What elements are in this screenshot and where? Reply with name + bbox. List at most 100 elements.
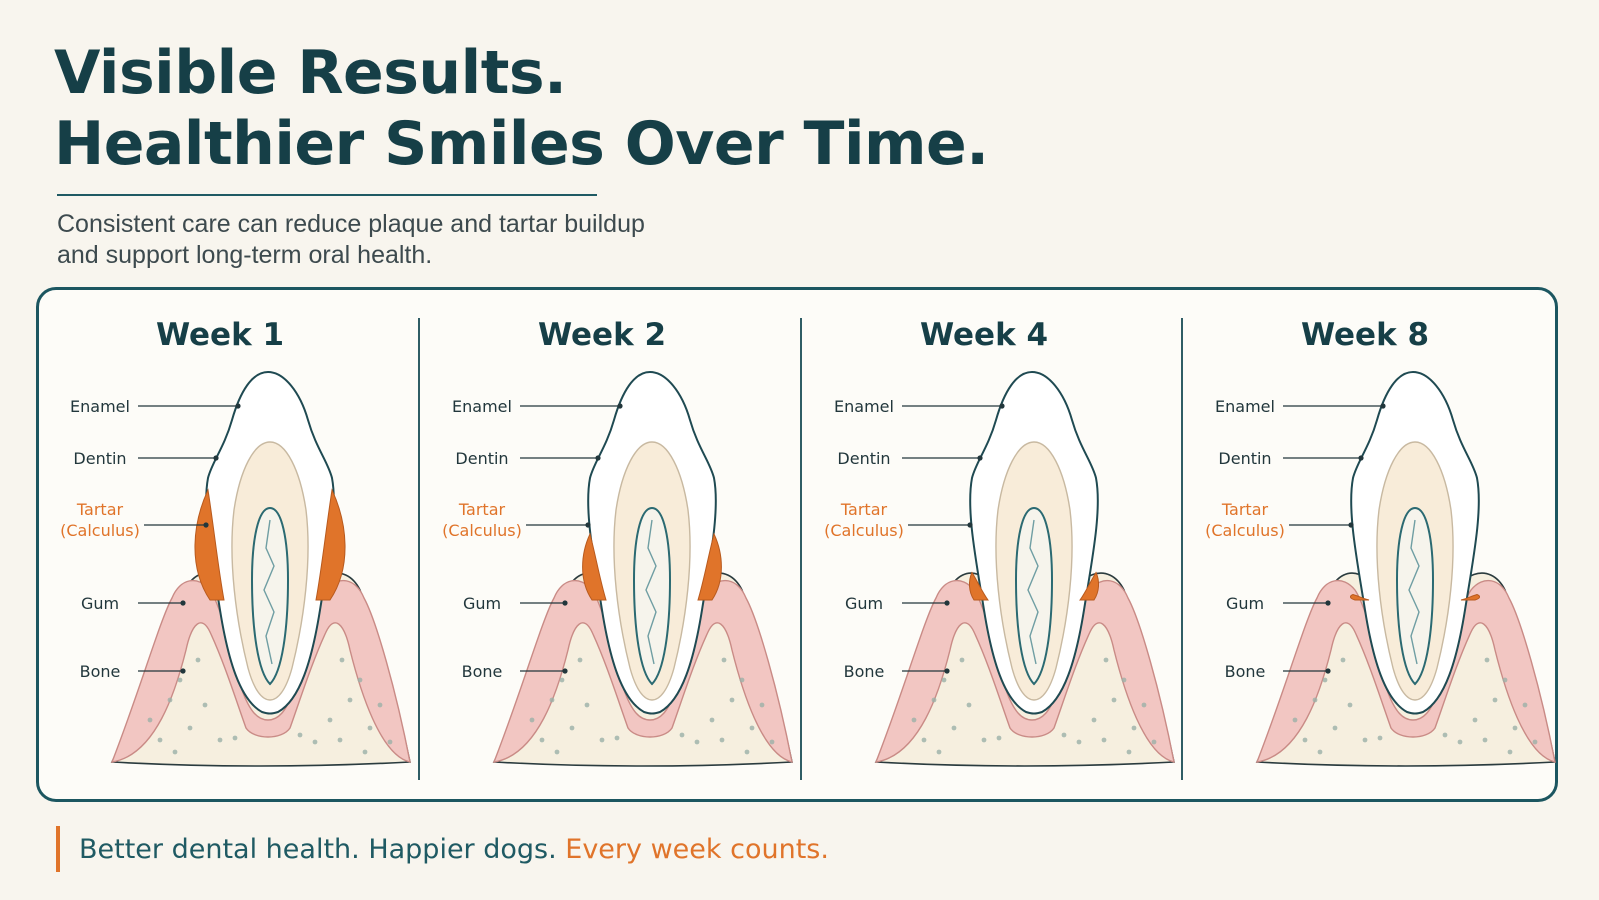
leader-dot bbox=[235, 403, 241, 409]
pulp-shape bbox=[1014, 506, 1054, 686]
leader-dot bbox=[999, 403, 1005, 409]
bone-speckle bbox=[1377, 735, 1383, 741]
leader-dot bbox=[617, 403, 623, 409]
tooth-panel-4: Week 8 Enamel Dentin Gum Bone Tartar (Calculus… bbox=[1205, 317, 1556, 767]
bone-speckle bbox=[387, 739, 393, 745]
bone-speckle bbox=[749, 725, 755, 731]
bone-speckle bbox=[679, 732, 685, 738]
leader-dot bbox=[1348, 522, 1354, 528]
label-calculus: (Calculus) bbox=[824, 521, 904, 540]
bone-speckle bbox=[202, 702, 208, 708]
pulp-canal bbox=[1027, 519, 1039, 665]
footer-text: Better dental health. Happier dogs. bbox=[79, 834, 566, 865]
label-tartar: Tartar bbox=[458, 500, 506, 519]
bone-speckle bbox=[312, 739, 318, 745]
bone-speckle bbox=[996, 735, 1002, 741]
bone-speckle bbox=[167, 697, 173, 703]
label-calculus: (Calculus) bbox=[442, 521, 522, 540]
tartar-deposit-left bbox=[968, 571, 989, 601]
leader-dot bbox=[1358, 455, 1364, 461]
footer-tagline: Better dental health. Happier dogs. Ever… bbox=[79, 833, 829, 867]
bone-speckle bbox=[694, 739, 700, 745]
label-bone: Bone bbox=[1225, 662, 1266, 681]
tartar-deposit-left bbox=[194, 488, 225, 601]
bone-speckle bbox=[584, 702, 590, 708]
tartar-deposit-left bbox=[1349, 593, 1370, 601]
leader-dot bbox=[180, 668, 186, 674]
bone-speckle bbox=[1151, 739, 1157, 745]
page-title: Visible Results. Healthier Smiles Over T… bbox=[54, 38, 989, 180]
bone-speckle bbox=[549, 697, 555, 703]
label-enamel: Enamel bbox=[834, 397, 894, 416]
panel-title: Week 2 bbox=[538, 317, 666, 353]
bone-speckle bbox=[157, 737, 163, 743]
bone-speckle bbox=[744, 749, 750, 755]
bone-speckle bbox=[951, 725, 957, 731]
label-dentin: Dentin bbox=[73, 449, 126, 468]
label-bone: Bone bbox=[80, 662, 121, 681]
label-dentin: Dentin bbox=[837, 449, 890, 468]
bone-speckle bbox=[529, 717, 535, 723]
bone-speckle bbox=[1317, 749, 1323, 755]
bone-speckle bbox=[1141, 702, 1147, 708]
bone-speckle bbox=[1502, 677, 1508, 683]
tooth-panel-1: Week 1 Enamel Dentin Gum Bone Tartar (Calculus… bbox=[60, 317, 411, 767]
bone-speckle bbox=[739, 677, 745, 683]
bone-speckle bbox=[577, 657, 583, 663]
tartar-deposit-right bbox=[697, 532, 722, 601]
panel-title: Week 8 bbox=[1301, 317, 1429, 353]
bone-speckle bbox=[1322, 677, 1328, 683]
bone-speckle bbox=[195, 657, 201, 663]
title-underline bbox=[57, 194, 597, 196]
bone-speckle bbox=[357, 677, 363, 683]
bone-speckle bbox=[1302, 737, 1308, 743]
bone-speckle bbox=[1522, 702, 1528, 708]
panel-divider bbox=[418, 318, 420, 780]
bone-speckle bbox=[177, 677, 183, 683]
subtitle: Consistent care can reduce plaque and ta… bbox=[57, 209, 645, 271]
panel-title: Week 1 bbox=[156, 317, 284, 353]
bone-speckle bbox=[921, 737, 927, 743]
panel-divider bbox=[800, 318, 802, 780]
bone-speckle bbox=[1091, 717, 1097, 723]
bone-speckle bbox=[347, 697, 353, 703]
bone-speckle bbox=[719, 737, 725, 743]
bone-speckle bbox=[1061, 732, 1067, 738]
label-gum: Gum bbox=[1226, 594, 1264, 613]
bone-speckle bbox=[1484, 657, 1490, 663]
bone-speckle bbox=[327, 717, 333, 723]
tooth-panel-3: Week 4 Enamel Dentin Gum Bone Tartar (Calculus… bbox=[824, 317, 1175, 767]
pulp-shape bbox=[632, 506, 672, 686]
tartar-deposit-right bbox=[1460, 593, 1481, 601]
tartar-deposit-right bbox=[1079, 571, 1100, 601]
bone-speckle bbox=[559, 677, 565, 683]
label-bone: Bone bbox=[462, 662, 503, 681]
bone-speckle bbox=[1111, 697, 1117, 703]
bone-speckle bbox=[539, 737, 545, 743]
leader-dot bbox=[203, 522, 209, 528]
label-tartar: Tartar bbox=[840, 500, 888, 519]
leader-dot bbox=[1325, 600, 1331, 606]
bone-speckle bbox=[911, 717, 917, 723]
bone-speckle bbox=[614, 735, 620, 741]
bone-speckle bbox=[709, 717, 715, 723]
leader-dot bbox=[1325, 668, 1331, 674]
bone-speckle bbox=[981, 737, 987, 743]
bone-speckle bbox=[966, 702, 972, 708]
bone-speckle bbox=[959, 657, 965, 663]
bone-speckle bbox=[1457, 739, 1463, 745]
bone-speckle bbox=[337, 737, 343, 743]
bone-speckle bbox=[339, 657, 345, 663]
label-calculus: (Calculus) bbox=[1205, 521, 1285, 540]
bone-speckle bbox=[187, 725, 193, 731]
bone-speckle bbox=[232, 735, 238, 741]
panel-divider bbox=[1181, 318, 1183, 780]
leader-dot bbox=[977, 455, 983, 461]
bone-speckle bbox=[1076, 739, 1082, 745]
bone-speckle bbox=[569, 725, 575, 731]
pulp-canal bbox=[1408, 519, 1420, 665]
bone-speckle bbox=[1492, 697, 1498, 703]
bone-speckle bbox=[721, 657, 727, 663]
bone-speckle bbox=[759, 702, 765, 708]
